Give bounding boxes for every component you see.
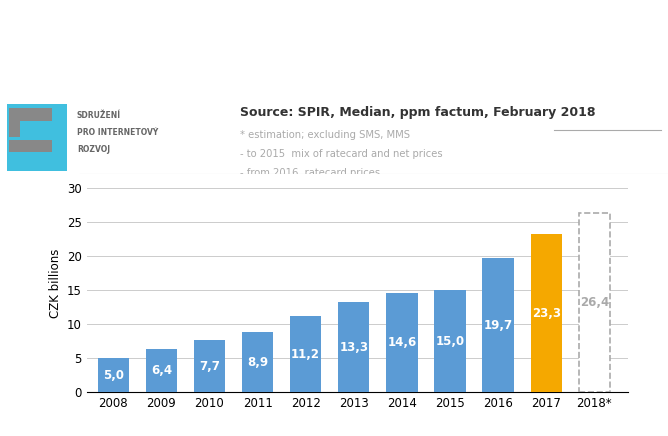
Text: 5,0: 5,0 bbox=[103, 369, 124, 382]
Text: 11,2: 11,2 bbox=[291, 348, 320, 361]
Text: 23,3: 23,3 bbox=[532, 307, 560, 320]
Bar bbox=[290, 316, 321, 392]
Text: 14,6: 14,6 bbox=[387, 336, 416, 349]
Text: The Development of Total Expenditures in Internet
Advertising: The Development of Total Expenditures in… bbox=[35, 24, 633, 72]
Bar bbox=[578, 213, 610, 392]
Text: ROZVOJ: ROZVOJ bbox=[77, 146, 110, 154]
Bar bbox=[9, 140, 52, 152]
Bar bbox=[7, 104, 67, 170]
Text: 7,7: 7,7 bbox=[199, 360, 220, 373]
Bar bbox=[98, 358, 129, 392]
Bar bbox=[9, 108, 52, 137]
Text: 6,4: 6,4 bbox=[151, 364, 172, 377]
Text: 8,9: 8,9 bbox=[247, 356, 268, 368]
Text: - to 2015  mix of ratecard and net prices: - to 2015 mix of ratecard and net prices bbox=[240, 149, 443, 159]
Bar bbox=[146, 349, 177, 392]
Text: Source: SPIR, Median, ppm factum, February 2018: Source: SPIR, Median, ppm factum, Februa… bbox=[240, 106, 596, 119]
Text: 13,3: 13,3 bbox=[339, 341, 368, 354]
Bar bbox=[482, 258, 514, 392]
Bar bbox=[434, 290, 466, 392]
Bar bbox=[242, 332, 273, 392]
Bar bbox=[530, 234, 562, 392]
Bar bbox=[20, 121, 52, 137]
Text: SDRUŽENÍ: SDRUŽENÍ bbox=[77, 112, 121, 120]
Text: 26,4: 26,4 bbox=[580, 296, 609, 309]
Text: 15,0: 15,0 bbox=[436, 335, 464, 348]
Bar bbox=[386, 293, 418, 392]
Text: * estimation; excluding SMS, MMS: * estimation; excluding SMS, MMS bbox=[240, 130, 410, 140]
Bar bbox=[338, 302, 369, 392]
Bar bbox=[194, 340, 225, 392]
Bar bbox=[35, 152, 60, 170]
Text: PRO INTERNETOVÝ: PRO INTERNETOVÝ bbox=[77, 129, 158, 137]
Text: 19,7: 19,7 bbox=[484, 319, 512, 332]
Text: - from 2016  ratecard prices: - from 2016 ratecard prices bbox=[240, 168, 381, 178]
Y-axis label: CZK billions: CZK billions bbox=[49, 249, 61, 318]
